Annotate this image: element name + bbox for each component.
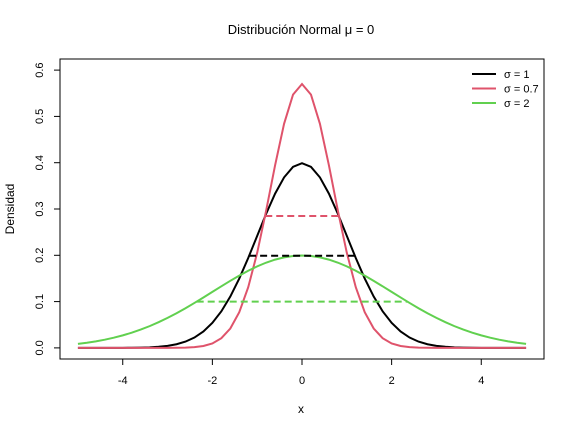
y-tick-label: 0.3 <box>34 201 46 216</box>
y-tick-label: 0.1 <box>34 294 46 309</box>
x-tick-label: 0 <box>299 375 305 387</box>
x-tick-label: -2 <box>207 375 217 387</box>
series-line-2 <box>77 82 527 349</box>
x-tick-label: -4 <box>118 375 128 387</box>
y-axis: 0.0 0.1 0.2 0.3 0.4 0.5 0.6 <box>34 62 61 356</box>
x-axis: -4 -2 0 2 4 <box>118 358 484 387</box>
x-tick-label: 2 <box>389 375 395 387</box>
series-line-3 <box>77 254 527 345</box>
legend-label-2: σ = 0.7 <box>504 84 539 96</box>
x-tick-label: 4 <box>478 375 484 387</box>
legend-label-1: σ = 1 <box>504 69 529 81</box>
x-axis-title: x <box>298 402 304 416</box>
legend: σ = 1 σ = 0.7 σ = 2 <box>472 69 539 110</box>
y-axis-title: Densidad <box>3 184 17 235</box>
legend-label-3: σ = 2 <box>504 98 529 110</box>
plot-frame <box>59 58 545 360</box>
y-tick-label: 0.4 <box>34 155 46 170</box>
y-tick-label: 0.6 <box>34 62 46 77</box>
chart-title: Distribución Normal μ = 0 <box>228 22 375 37</box>
y-tick-label: 0.5 <box>34 109 46 124</box>
plot-area <box>77 82 527 349</box>
y-tick-label: 0.0 <box>34 340 46 355</box>
y-tick-label: 0.2 <box>34 248 46 263</box>
